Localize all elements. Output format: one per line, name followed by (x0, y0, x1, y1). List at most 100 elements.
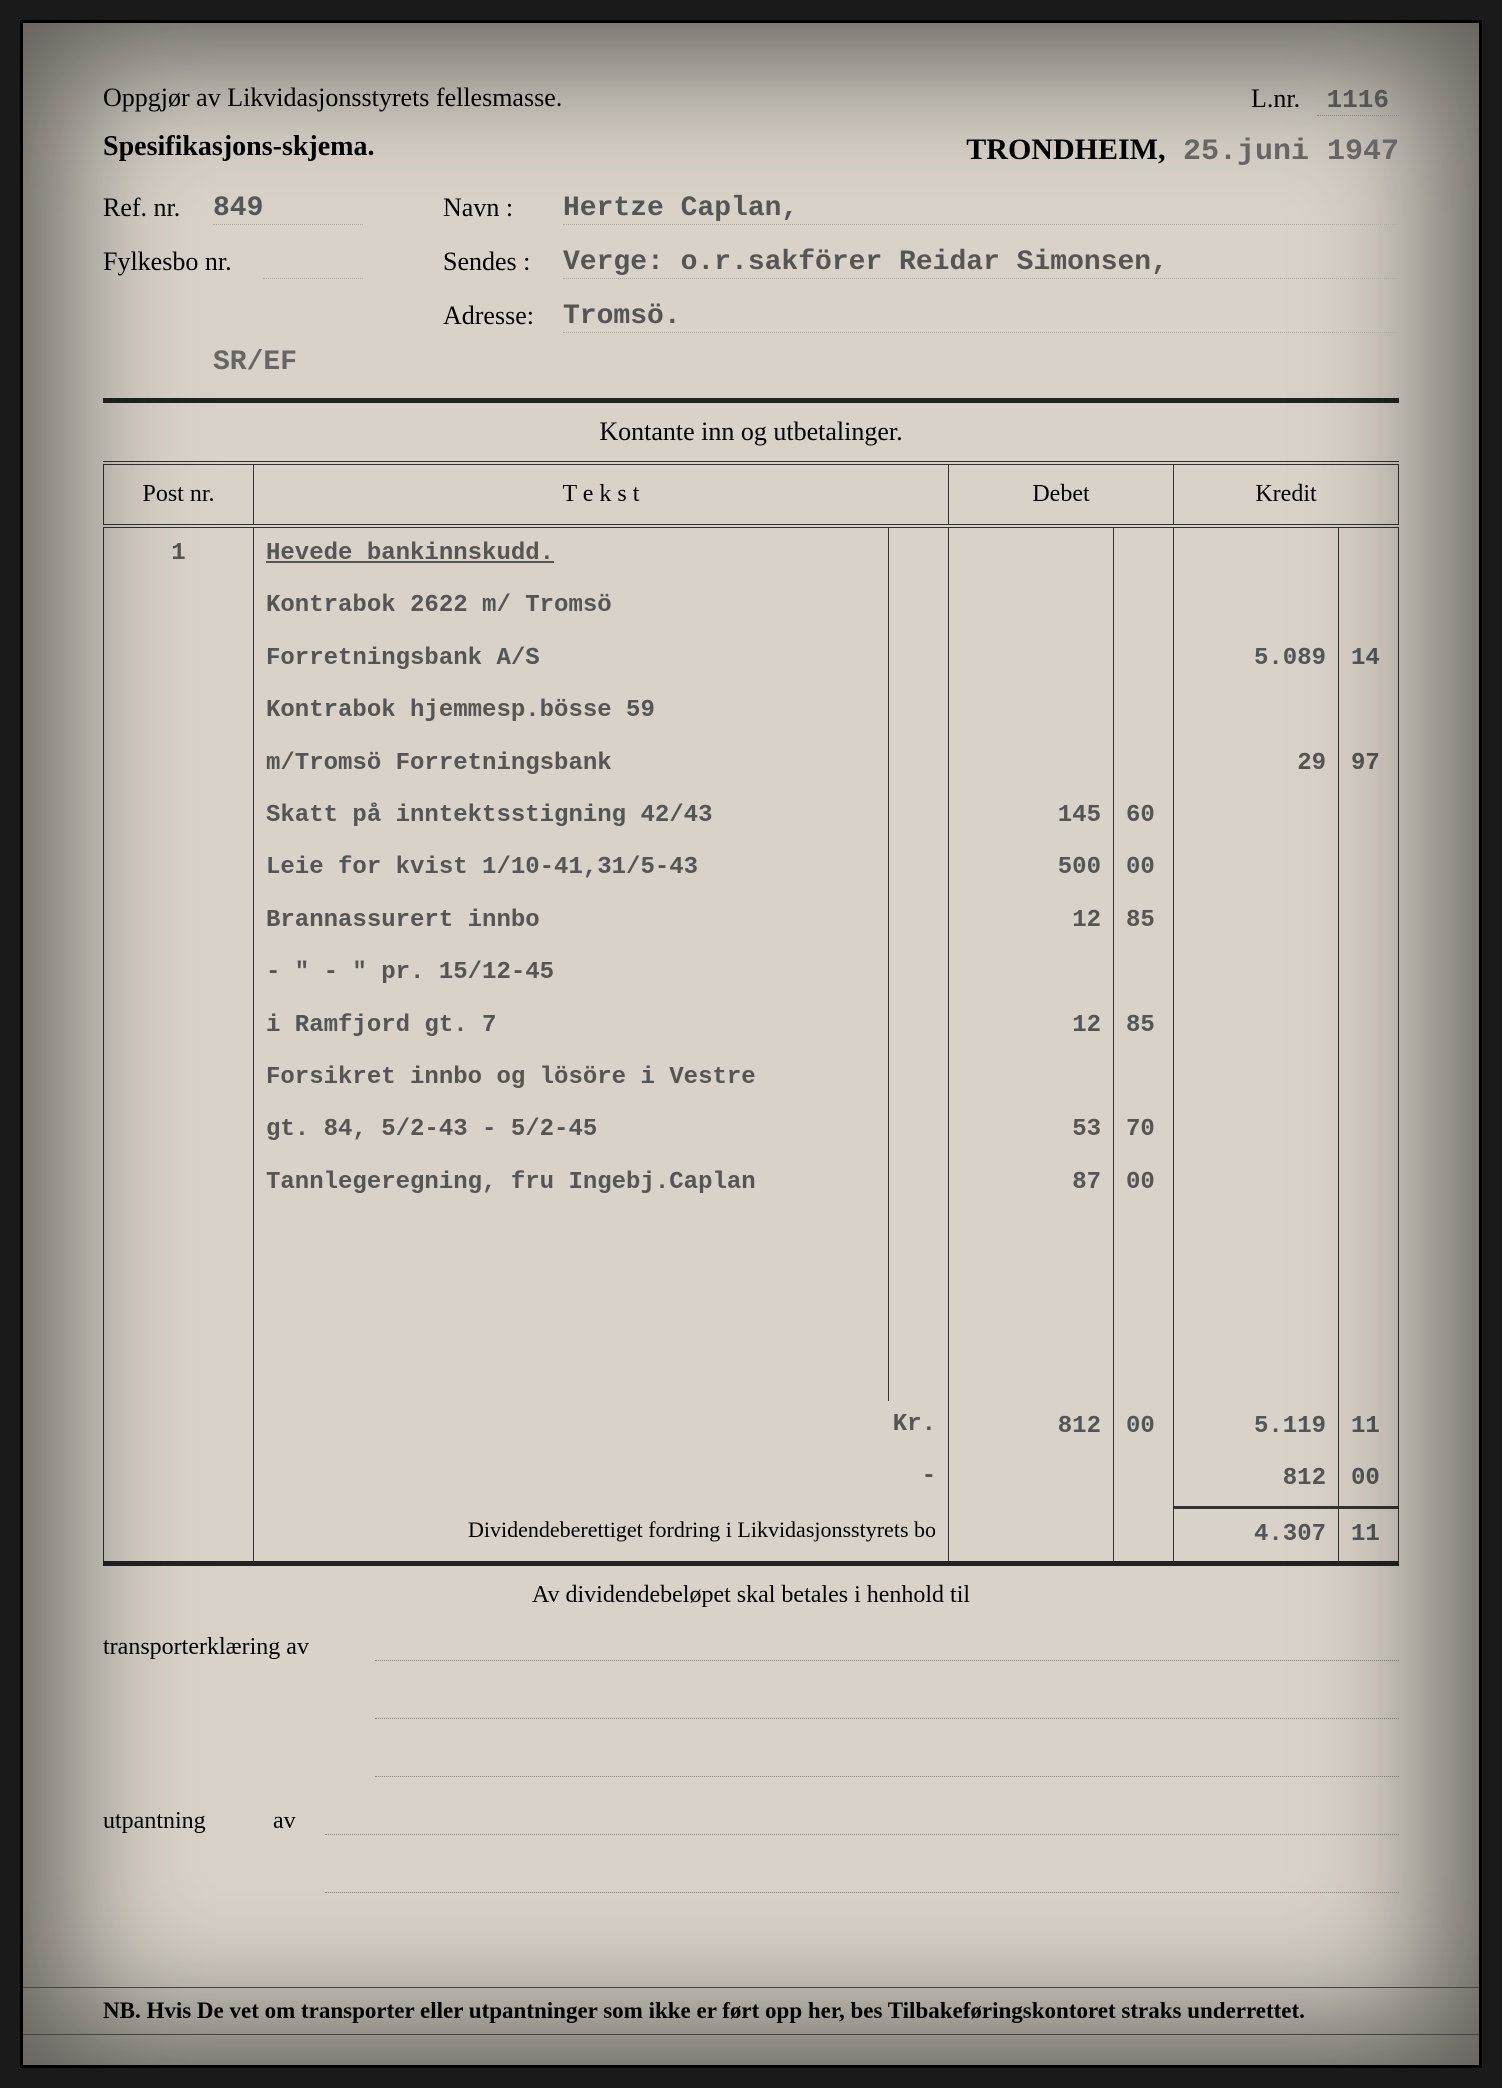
minus-int: 812 (1174, 1453, 1339, 1507)
cell-kredit-int (1174, 1209, 1339, 1257)
cell-debet-int (949, 1257, 1114, 1305)
ledger-table: Post nr. T e k s t Debet Kredit 1Hevede … (103, 461, 1399, 1561)
table-row: Forretningsbank A/S5.08914 (104, 633, 1399, 685)
city-label: TRONDHEIM, (966, 133, 1165, 166)
nb-notice: NB. Hvis De vet om transporter eller utp… (23, 1987, 1479, 2035)
transport-label: transporterklæring av (103, 1634, 363, 1661)
cell-post (104, 947, 254, 999)
table-row: Kontrabok 2622 m/ Tromsö (104, 580, 1399, 632)
cell-kredit-dec (1339, 1000, 1399, 1052)
cell-kredit-dec (1339, 685, 1399, 737)
cell-debet-dec (1114, 1257, 1174, 1305)
cell-kredit-int (1174, 526, 1339, 580)
cell-post (104, 738, 254, 790)
cell-post (104, 1257, 254, 1305)
cell-spacer (889, 1257, 949, 1305)
cell-debet-dec (1114, 685, 1174, 737)
cell-tekst: Skatt på inntektsstigning 42/43 (254, 790, 889, 842)
cell-debet-dec: 00 (1114, 1157, 1174, 1209)
cell-tekst: Kontrabok hjemmesp.bösse 59 (254, 685, 889, 737)
cell-spacer (889, 790, 949, 842)
adresse-row: Adresse: Tromsö. (103, 301, 1399, 333)
utpantning-row-2 (103, 1865, 1399, 1893)
cell-debet-int: 12 (949, 895, 1114, 947)
cell-spacer (889, 895, 949, 947)
ledger-body: 1Hevede bankinnskudd.Kontrabok 2622 m/ T… (104, 526, 1399, 1401)
cell-kredit-dec: 97 (1339, 738, 1399, 790)
cell-debet-dec (1114, 580, 1174, 632)
dividend-dec: 11 (1339, 1507, 1399, 1561)
adresse-label: Adresse: (443, 301, 553, 333)
cell-post (104, 1000, 254, 1052)
cell-tekst: Brannassurert innbo (254, 895, 889, 947)
table-row: Brannassurert innbo 1285 (104, 895, 1399, 947)
cell-debet-int (949, 685, 1114, 737)
table-row: Tannlegeregning, fru Ingebj.Caplan8700 (104, 1157, 1399, 1209)
cell-debet-int (949, 633, 1114, 685)
table-row (104, 1257, 1399, 1305)
cell-spacer (889, 1209, 949, 1257)
cell-kredit-int (1174, 895, 1339, 947)
ref-navn-row: Ref. nr. 849 Navn : Hertze Caplan, (103, 193, 1399, 225)
date-field: TRONDHEIM, 25.juni 1947 (966, 133, 1399, 169)
cell-spacer (889, 1305, 949, 1353)
total-debet-dec: 00 (1114, 1401, 1174, 1453)
cell-debet-int (949, 1052, 1114, 1104)
ref-label: Ref. nr. (103, 193, 203, 225)
fylkesbo-value (263, 247, 363, 279)
cell-post (104, 1104, 254, 1156)
navn-label: Navn : (443, 193, 553, 225)
transport-row-2 (103, 1691, 1399, 1719)
cell-spacer (889, 947, 949, 999)
title-line1: Oppgjør av Likvidasjonsstyrets fellesmas… (103, 83, 562, 113)
dividend-label: Dividendeberettiget fordring i Likvidasj… (254, 1507, 949, 1561)
cell-debet-dec (1114, 947, 1174, 999)
cell-kredit-dec: 14 (1339, 633, 1399, 685)
cell-kredit-int: 5.089 (1174, 633, 1339, 685)
cell-post (104, 580, 254, 632)
cell-debet-int: 87 (949, 1157, 1114, 1209)
table-row: Leie for kvist 1/10-41,31/5-4350000 (104, 842, 1399, 894)
cell-spacer (889, 738, 949, 790)
cell-post: 1 (104, 526, 254, 580)
dividend-row: Dividendeberettiget fordring i Likvidasj… (104, 1507, 1399, 1561)
cell-kredit-dec (1339, 1305, 1399, 1353)
cell-debet-dec: 85 (1114, 895, 1174, 947)
cell-post (104, 842, 254, 894)
cell-kredit-int (1174, 842, 1339, 894)
blank-line (375, 1633, 1399, 1661)
cell-debet-int (949, 1305, 1114, 1353)
footer-section: Av dividendebeløpet skal betales i henho… (103, 1582, 1399, 1893)
cell-tekst: Hevede bankinnskudd. (254, 526, 889, 580)
cell-post (104, 1353, 254, 1401)
utpantning-label: utpantning (103, 1808, 273, 1835)
cell-spacer (889, 842, 949, 894)
minus-row: - 812 00 (104, 1453, 1399, 1507)
cell-kredit-int: 29 (1174, 738, 1339, 790)
cell-debet-dec: 00 (1114, 842, 1174, 894)
kr-label: Kr. (254, 1401, 949, 1453)
cell-kredit-dec (1339, 1257, 1399, 1305)
transport-row-3 (103, 1749, 1399, 1777)
navn-value: Hertze Caplan, (563, 193, 1399, 225)
cell-kredit-dec (1339, 526, 1399, 580)
cell-tekst (254, 1209, 889, 1257)
ref-value: 849 (213, 193, 363, 225)
cell-debet-int: 145 (949, 790, 1114, 842)
cell-tekst: m/Tromsö Forretningsbank (254, 738, 889, 790)
cell-debet-dec (1114, 738, 1174, 790)
cell-debet-int (949, 526, 1114, 580)
header-block: Oppgjør av Likvidasjonsstyrets fellesmas… (103, 83, 1399, 378)
table-row: Forsikret innbo og lösöre i Vestre (104, 1052, 1399, 1104)
total-kredit-int: 5.119 (1174, 1401, 1339, 1453)
date-value: 25.juni 1947 (1183, 135, 1399, 169)
total-debet-int: 812 (949, 1401, 1114, 1453)
table-row: gt. 84, 5/2-43 - 5/2-455370 (104, 1104, 1399, 1156)
cell-kredit-dec (1339, 790, 1399, 842)
cell-debet-int (949, 580, 1114, 632)
cell-debet-dec (1114, 633, 1174, 685)
cell-kredit-dec (1339, 1104, 1399, 1156)
cell-debet-dec (1114, 1209, 1174, 1257)
table-row (104, 1353, 1399, 1401)
cell-spacer (889, 1104, 949, 1156)
